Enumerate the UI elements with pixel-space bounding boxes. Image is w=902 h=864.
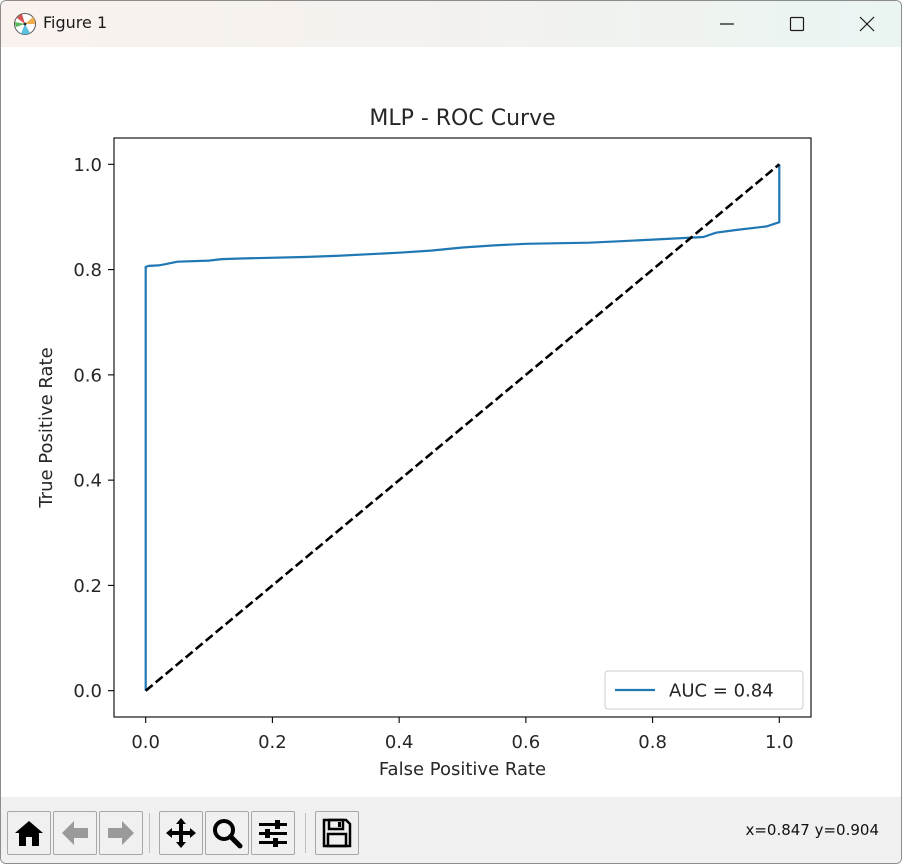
maximize-icon [789,16,805,32]
pan-button[interactable] [159,811,203,855]
minimize-icon [720,23,734,25]
roc-chart: MLP - ROC Curve 0.0 0.2 0.4 0.6 0.8 1.0 0.0 0.2 0… [36,106,812,780]
chart-title: MLP - ROC Curve [369,106,555,131]
cursor-coordinates: x=0.847 y=0.904 [745,821,879,839]
back-button[interactable] [53,811,97,855]
axes-frame [113,137,812,718]
navigation-toolbar: x=0.847 y=0.904 [1,797,901,863]
home-button[interactable] [7,811,51,855]
chance-diagonal-line [144,163,781,692]
home-icon [15,821,43,846]
maximize-button[interactable] [767,1,827,47]
close-button[interactable] [837,1,897,47]
configure-subplots-button[interactable] [251,811,295,855]
y-tick-label: 0.6 [73,365,102,386]
move-icon [166,818,196,848]
x-tick-label: 1.0 [765,732,794,753]
toolbar-separator [305,813,306,853]
x-tick-label: 0.4 [385,732,414,753]
toolbar-separator [149,813,150,853]
roc-curve-line [144,164,781,691]
back-arrow-icon [62,821,88,845]
y-tick-label: 0.8 [73,260,102,281]
floppy-disk-icon [322,818,352,848]
legend-box [604,670,804,710]
magnifier-icon [213,819,243,849]
y-tick-label: 0.4 [73,471,102,492]
x-tick-label: 0.8 [638,732,667,753]
x-tick-label: 0.6 [512,732,541,753]
y-tick-label: 0.0 [73,681,102,702]
x-axis-label: False Positive Rate [379,759,546,780]
zoom-button[interactable] [205,811,249,855]
x-tick-label: 0.2 [258,732,287,753]
y-axis-label: True Positive Rate [36,347,57,508]
window-title: Figure 1 [43,13,108,32]
close-icon [859,16,875,32]
sliders-icon [259,820,287,847]
x-tick-label: 0.0 [131,732,160,753]
forward-button[interactable] [99,811,143,855]
minimize-button[interactable] [697,1,757,47]
figure-canvas[interactable]: MLP - ROC Curve 0.0 0.2 0.4 0.6 0.8 1.0 0.0 0.2 0… [1,47,901,797]
legend-label: AUC = 0.84 [669,681,774,702]
save-button[interactable] [315,811,359,855]
title-bar[interactable]: Figure 1 [1,1,901,47]
y-tick-label: 1.0 [73,155,102,176]
forward-arrow-icon [108,821,134,845]
y-tick-label: 0.2 [73,576,102,597]
matplotlib-logo-icon [14,13,36,35]
